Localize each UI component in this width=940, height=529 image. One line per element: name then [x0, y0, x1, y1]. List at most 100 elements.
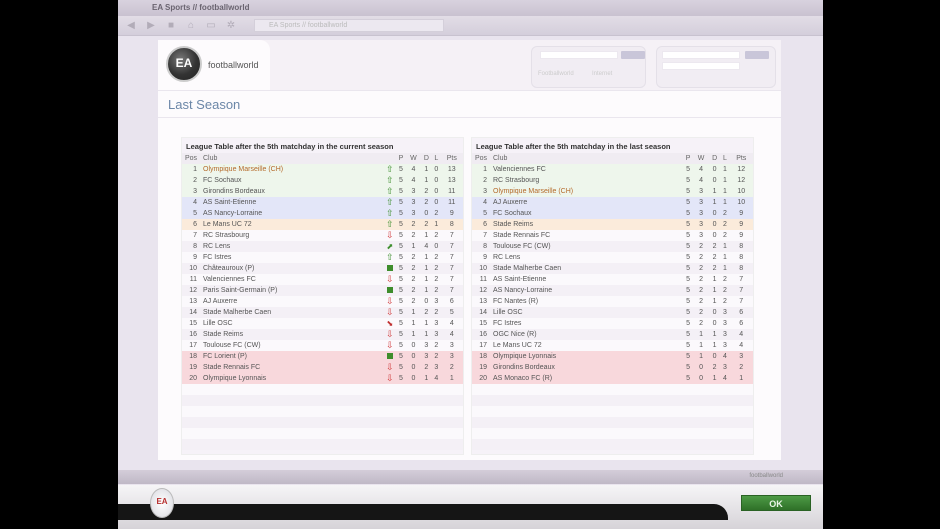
home-icon[interactable]: ⌂	[187, 19, 195, 31]
won: 2	[699, 254, 704, 261]
table-row[interactable]: 16 OGC Nice (R) 5 1 1 3 4	[472, 329, 753, 340]
won: 4	[411, 166, 416, 173]
trend-up-icon: ⇧	[386, 186, 394, 196]
table-row[interactable]: 5 AS Nancy-Lorraine ⇧ 5 3 0 2 9	[182, 208, 463, 219]
won: 3	[699, 199, 704, 206]
trend-cell	[384, 263, 396, 274]
won: 2	[699, 287, 704, 294]
table-row[interactable]: 9 FC Istres ⇧ 5 2 1 2 7	[182, 252, 463, 263]
empty-row	[182, 428, 463, 439]
table-row[interactable]: 18 FC Lorient (P) 5 0 3 2 3	[182, 351, 463, 362]
won: 1	[411, 331, 416, 338]
table-row[interactable]: 8 RC Lens ⬈ 5 1 4 0 7	[182, 241, 463, 252]
table-row[interactable]: 10 Stade Malherbe Caen 5 2 2 1 8	[472, 263, 753, 274]
search-option-internet[interactable]: Internet	[592, 71, 613, 77]
table-row[interactable]: 6 Le Mans UC 72 ⇧ 5 2 2 1 8	[182, 219, 463, 230]
points: 13	[447, 166, 456, 173]
table-row[interactable]: 6 Stade Reims 5 3 0 2 9	[472, 219, 753, 230]
password-input[interactable]	[662, 62, 740, 70]
logo-tab: EA footballworld	[158, 40, 270, 90]
table-row[interactable]: 12 Paris Saint-Germain (P) 5 2 1 2 7	[182, 285, 463, 296]
search-input[interactable]	[540, 51, 618, 59]
played: 5	[686, 309, 690, 316]
points: 8	[739, 265, 744, 272]
won: 0	[699, 364, 704, 371]
search-button[interactable]	[621, 51, 645, 59]
points: 10	[737, 188, 746, 195]
table-row[interactable]: 4 AS Saint-Etienne ⇧ 5 3 2 0 11	[182, 197, 463, 208]
table-row[interactable]: 11 Valenciennes FC ⇩ 5 2 1 2 7	[182, 274, 463, 285]
trend-cell: ⇧	[384, 175, 396, 186]
points: 6	[449, 298, 454, 305]
trend-down-icon: ⇩	[386, 296, 394, 306]
table-row[interactable]: 1 Olympique Marseille (CH) ⇧ 5 4 1 0 13	[182, 164, 463, 175]
played: 5	[399, 287, 403, 294]
table-row[interactable]: 14 Stade Malherbe Caen ⇩ 5 1 2 2 5	[182, 307, 463, 318]
table-row[interactable]: 18 Olympique Lyonnais 5 1 0 4 3	[472, 351, 753, 362]
position: 14	[479, 309, 487, 316]
table-row[interactable]: 13 FC Nantes (R) 5 2 1 2 7	[472, 296, 753, 307]
table-row[interactable]: 20 Olympique Lyonnais ⇩ 5 0 1 4 1	[182, 373, 463, 384]
ea-logo-small: EA	[150, 488, 174, 518]
table-row[interactable]: 3 Olympique Marseille (CH) 5 3 1 1 10	[472, 186, 753, 197]
won: 2	[411, 221, 416, 228]
app-window: EA Sports // footballworld ◀ ▶ ■ ⌂ ▭ ✲ E…	[118, 0, 823, 529]
points: 2	[739, 364, 744, 371]
won: 2	[411, 298, 416, 305]
table-row[interactable]: 9 RC Lens 5 2 2 1 8	[472, 252, 753, 263]
col-pos: Pos	[182, 153, 200, 164]
table-row[interactable]: 4 AJ Auxerre 5 3 1 1 10	[472, 197, 753, 208]
print-icon[interactable]: ▭	[206, 19, 216, 31]
table-row[interactable]: 7 Stade Rennais FC 5 3 0 2 9	[472, 230, 753, 241]
drawn: 1	[712, 199, 717, 206]
settings-icon[interactable]: ✲	[226, 19, 236, 31]
table-row[interactable]: 3 Girondins Bordeaux ⇧ 5 3 2 0 11	[182, 186, 463, 197]
table-row[interactable]: 2 FC Sochaux ⇧ 5 4 1 0 13	[182, 175, 463, 186]
table-row[interactable]: 16 Stade Reims ⇩ 5 1 1 3 4	[182, 329, 463, 340]
table-row[interactable]: 14 Lille OSC 5 2 0 3 6	[472, 307, 753, 318]
points: 11	[448, 188, 456, 195]
points: 3	[449, 353, 454, 360]
table-row[interactable]: 11 AS Saint-Etienne 5 2 1 2 7	[472, 274, 753, 285]
table-row[interactable]: 12 AS Nancy-Lorraine 5 2 1 2 7	[472, 285, 753, 296]
forward-icon[interactable]: ▶	[147, 19, 155, 31]
table-row[interactable]: 19 Stade Rennais FC ⇩ 5 0 2 3 2	[182, 362, 463, 373]
position: 18	[479, 353, 487, 360]
table-row[interactable]: 13 AJ Auxerre ⇩ 5 2 0 3 6	[182, 296, 463, 307]
table-row[interactable]: 20 AS Monaco FC (R) 5 0 1 4 1	[472, 373, 753, 384]
table-row[interactable]: 10 Châteauroux (P) 5 2 1 2 7	[182, 263, 463, 274]
page-title: Last Season	[158, 90, 781, 118]
lost: 0	[434, 177, 439, 184]
table-row[interactable]: 17 Le Mans UC 72 5 1 1 3 4	[472, 340, 753, 351]
username-input[interactable]	[662, 51, 740, 59]
drawn: 1	[424, 320, 429, 327]
won: 1	[699, 353, 704, 360]
ok-button[interactable]: OK	[741, 495, 811, 511]
club-name: Lille OSC	[203, 320, 233, 327]
login-button[interactable]	[745, 51, 769, 59]
table-row[interactable]: 1 Valenciennes FC 5 4 0 1 12	[472, 164, 753, 175]
table-row[interactable]: 5 FC Sochaux 5 3 0 2 9	[472, 208, 753, 219]
played: 5	[399, 188, 403, 195]
drawn: 0	[712, 232, 717, 239]
table-row[interactable]: 19 Girondins Bordeaux 5 0 2 3 2	[472, 362, 753, 373]
won: 2	[699, 309, 704, 316]
search-option-footballworld[interactable]: Footballworld	[538, 71, 574, 77]
position: 19	[479, 364, 487, 371]
points: 1	[739, 375, 744, 382]
table-row[interactable]: 2 RC Strasbourg 5 4 0 1 12	[472, 175, 753, 186]
won: 2	[699, 243, 704, 250]
back-icon[interactable]: ◀	[127, 19, 135, 31]
table-row[interactable]: 15 FC Istres 5 2 0 3 6	[472, 318, 753, 329]
trend-cell: ⇩	[384, 329, 396, 340]
lost: 2	[434, 265, 439, 272]
trend-cell: ⇧	[384, 186, 396, 197]
table-row[interactable]: 15 Lille OSC ⬊ 5 1 1 3 4	[182, 318, 463, 329]
points: 4	[739, 331, 744, 338]
table-row[interactable]: 8 Toulouse FC (CW) 5 2 2 1 8	[472, 241, 753, 252]
table-row[interactable]: 17 Toulouse FC (CW) ⇩ 5 0 3 2 3	[182, 340, 463, 351]
stop-icon[interactable]: ■	[167, 19, 175, 31]
address-bar[interactable]: EA Sports // footballworld	[254, 19, 444, 32]
points: 10	[737, 199, 746, 206]
table-row[interactable]: 7 RC Strasbourg ⇩ 5 2 1 2 7	[182, 230, 463, 241]
